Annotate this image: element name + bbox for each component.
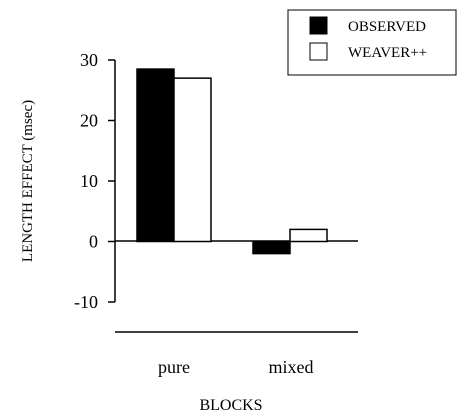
y-tick-label: 10 [80, 171, 98, 191]
legend-swatch-weaver [309, 42, 328, 61]
x-tick-label-mixed: mixed [269, 357, 314, 377]
legend: OBSERVED WEAVER++ [287, 9, 457, 76]
x-axis-title: BLOCKS [199, 397, 262, 414]
bar-weaver-pure [173, 77, 212, 243]
bars [136, 68, 328, 255]
legend-swatch-observed [309, 16, 328, 35]
bar-observed-pure [136, 68, 175, 243]
x-ticks: pure mixed [158, 357, 313, 377]
bar-observed-mixed [252, 240, 291, 255]
legend-label-observed: OBSERVED [348, 19, 426, 35]
y-tick-label: 0 [89, 232, 98, 252]
y-tick-label: 30 [80, 50, 98, 70]
y-tick-label: -10 [74, 292, 98, 312]
bar-weaver-mixed [289, 228, 328, 243]
y-axis-title: LENGTH EFFECT (msec) [20, 100, 36, 262]
y-tick-label: 20 [80, 111, 98, 131]
legend-label-weaver: WEAVER++ [348, 45, 427, 61]
x-tick-label-pure: pure [158, 357, 190, 377]
y-ticks: -10 0 10 20 30 [74, 50, 115, 312]
